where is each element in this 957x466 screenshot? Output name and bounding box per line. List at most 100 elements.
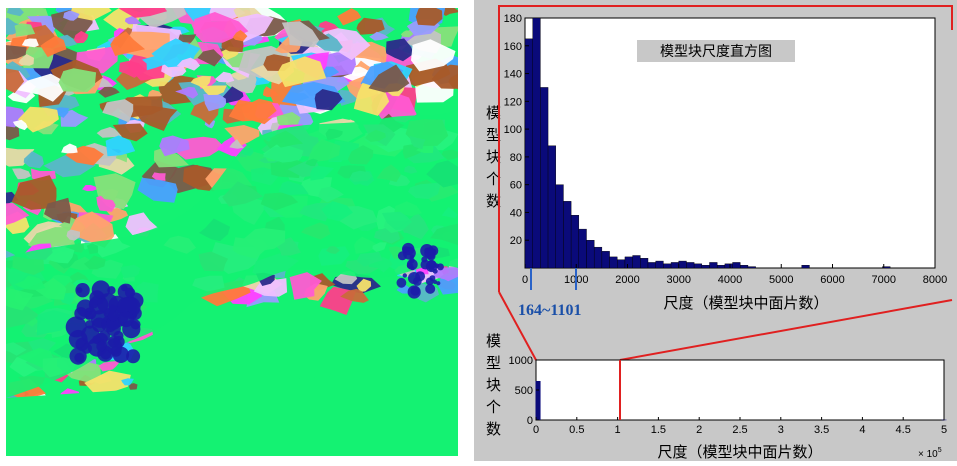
terrain-segment bbox=[137, 177, 178, 203]
terrain-segment bbox=[124, 287, 136, 298]
inset-x-multiplier: × 105 bbox=[918, 447, 942, 460]
y-tick-label: 80 bbox=[510, 152, 522, 164]
terrain-segment bbox=[73, 30, 89, 44]
inset-x-axis-label: 尺度（模型块中面片数） bbox=[657, 444, 822, 461]
histogram-figure: 010002000300040005000600070008000 204060… bbox=[474, 0, 957, 461]
x-tick-label: 4.5 bbox=[896, 424, 911, 436]
x-tick-label: 1 bbox=[615, 424, 621, 436]
terrain-segment bbox=[433, 267, 458, 282]
svg-text:模: 模 bbox=[486, 105, 501, 122]
terrain-segment bbox=[400, 30, 414, 38]
terrain-segment bbox=[70, 8, 112, 21]
terrain-segment bbox=[118, 8, 167, 18]
svg-text:块: 块 bbox=[486, 377, 501, 394]
svg-text:数: 数 bbox=[486, 421, 501, 438]
terrain-segment bbox=[429, 275, 436, 282]
histogram-bar bbox=[532, 17, 541, 269]
terrain-segment bbox=[96, 194, 116, 212]
terrain-segment bbox=[438, 274, 458, 295]
terrain-segment bbox=[74, 307, 88, 320]
y-tick-label: 60 bbox=[510, 180, 522, 192]
terrain-segment bbox=[262, 86, 279, 98]
terrain-segmentation-map bbox=[6, 8, 458, 456]
histogram-bar bbox=[586, 240, 595, 269]
terrain-segment bbox=[58, 68, 97, 92]
y-tick-label: 160 bbox=[504, 41, 522, 53]
histogram-bar bbox=[882, 266, 891, 269]
svg-text:型: 型 bbox=[486, 355, 501, 372]
terrain-segment bbox=[340, 288, 369, 303]
terrain-segment bbox=[16, 73, 67, 102]
terrain-segment bbox=[12, 119, 28, 131]
x-tick-label: 4 bbox=[859, 424, 865, 436]
terrain-segment bbox=[69, 347, 87, 365]
x-tick-label: 2 bbox=[696, 424, 702, 436]
terrain-segment bbox=[406, 262, 414, 269]
main-title-box bbox=[637, 40, 795, 62]
terrain-segment bbox=[100, 189, 119, 201]
terrain-segment bbox=[6, 202, 30, 226]
terrain-segment bbox=[6, 45, 27, 61]
terrain-segment bbox=[21, 38, 39, 48]
x-tick-label: 7000 bbox=[872, 274, 896, 286]
histogram-bar bbox=[678, 260, 687, 269]
x-tick-label: 2.5 bbox=[732, 424, 747, 436]
terrain-segment bbox=[289, 272, 322, 300]
histogram-bar bbox=[640, 258, 649, 269]
main-histogram: 010002000300040005000600070008000 204060… bbox=[486, 13, 947, 319]
x-tick-label: 0 bbox=[533, 424, 539, 436]
terrain-segment bbox=[124, 15, 142, 25]
terrain-segment bbox=[63, 10, 80, 21]
terrain-segment bbox=[6, 106, 26, 128]
terrain-segment bbox=[96, 341, 107, 352]
svg-text:个: 个 bbox=[486, 399, 501, 416]
terrain-segment bbox=[337, 8, 362, 26]
terrain-segment bbox=[317, 20, 340, 34]
histogram-bar bbox=[593, 246, 603, 269]
terrain-segment bbox=[98, 86, 120, 98]
y-tick-label: 120 bbox=[504, 96, 522, 108]
y-tick-label: 500 bbox=[515, 385, 533, 397]
histogram-bar bbox=[693, 263, 703, 269]
terrain-segment bbox=[190, 76, 212, 90]
terrain-segment bbox=[436, 281, 441, 286]
x-tick-label: 3 bbox=[778, 424, 784, 436]
terrain-segment bbox=[151, 172, 166, 181]
terrain-segment bbox=[232, 30, 248, 42]
terrain-segment bbox=[433, 280, 438, 284]
x-tick-label: 4000 bbox=[718, 274, 742, 286]
terrain-segment bbox=[197, 49, 223, 67]
x-tick-label: 3.5 bbox=[814, 424, 829, 436]
terrain-segment bbox=[6, 8, 24, 17]
terrain-segment bbox=[407, 285, 421, 299]
terrain-segment bbox=[277, 56, 327, 88]
terrain-segment bbox=[409, 254, 414, 259]
histogram-bar bbox=[624, 256, 633, 269]
terrain-segment bbox=[122, 320, 141, 339]
histogram-bar bbox=[647, 262, 656, 269]
terrain-segment bbox=[385, 38, 414, 62]
svg-text:个: 个 bbox=[486, 171, 501, 188]
terrain-segment bbox=[368, 64, 410, 93]
terrain-segment bbox=[402, 246, 410, 254]
main-title: 模型块尺度直方图 bbox=[660, 43, 772, 59]
terrain-segment bbox=[6, 191, 19, 206]
terrain-segment bbox=[105, 135, 136, 157]
terrain-segment bbox=[40, 35, 67, 58]
terrain-segment bbox=[96, 127, 123, 138]
terrain-segment bbox=[91, 280, 111, 299]
terrain-segment bbox=[224, 125, 260, 147]
terrain-segment bbox=[66, 229, 81, 241]
terrain-segment bbox=[175, 86, 199, 99]
histogram-bar bbox=[632, 255, 641, 269]
histogram-bar bbox=[609, 256, 618, 269]
terrain-segment bbox=[110, 31, 146, 56]
histogram-panel: 010002000300040005000600070008000 204060… bbox=[474, 0, 957, 461]
histogram-bar bbox=[555, 184, 564, 269]
terrain-segment bbox=[81, 343, 92, 354]
histogram-bar bbox=[578, 228, 587, 269]
terrain-segment bbox=[125, 212, 159, 236]
terrain-segment bbox=[17, 106, 59, 133]
terrain-segment bbox=[75, 283, 90, 298]
terrain-segment bbox=[402, 273, 407, 278]
